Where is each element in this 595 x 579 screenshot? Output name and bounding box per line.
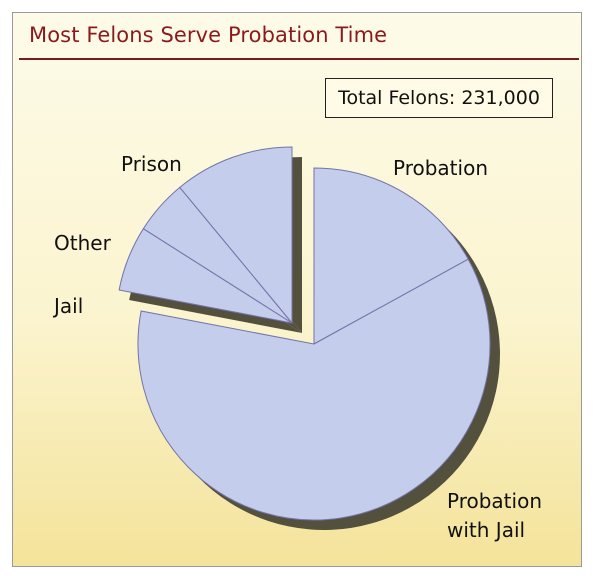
slice-probation-with-jail (137, 258, 491, 521)
slice-label-prison: Prison (121, 152, 182, 176)
total-felons-box: Total Felons: 231,000 (325, 78, 553, 118)
slice-prison (179, 146, 293, 325)
slice-label-jail: Jail (52, 294, 83, 318)
slice-label-other: Other (54, 231, 112, 255)
title-underline (19, 58, 579, 60)
slice-probation (313, 167, 469, 345)
chart-panel: Most Felons Serve Probation Time Total F… (12, 12, 582, 567)
slice-label-probation: Probation (393, 156, 488, 180)
slice-label-probation-with-jail: Probation with Jail (447, 489, 542, 542)
pie-chart: Probation Probation with Jail Jail Other Pris… (52, 146, 542, 542)
chart-title: Most Felons Serve Probation Time (29, 23, 388, 47)
